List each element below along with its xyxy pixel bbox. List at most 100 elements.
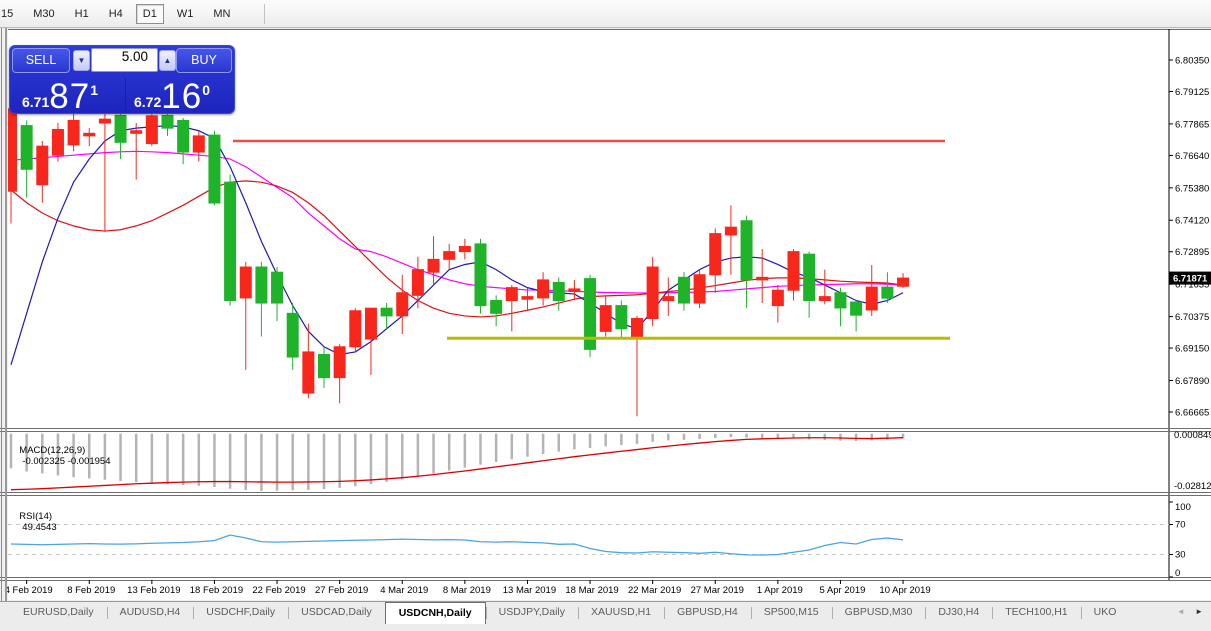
rsi-axis: 100 70 30 0 xyxy=(1169,501,1191,579)
chevron-down-icon: ▼ xyxy=(77,56,86,65)
candle-body xyxy=(724,226,737,236)
candle-body xyxy=(67,119,80,146)
macd-axis-label: -0.028124 xyxy=(1174,481,1211,492)
macd-axis-label: 0.000849 xyxy=(1174,430,1211,441)
current-price-box[interactable] xyxy=(1169,271,1211,285)
chart-tab-sp500-m15[interactable]: SP500,M15 xyxy=(750,602,832,624)
timeframe-button-h4[interactable]: H4 xyxy=(108,7,123,20)
date-axis-label: 18 Feb 2019 xyxy=(190,585,243,596)
date-axis-label: 22 Mar 2019 xyxy=(628,585,681,596)
date-axis[interactable]: 4 Feb 2019 8 Feb 2019 13 Feb 2019 18 Feb 20… xyxy=(5,580,931,596)
pane-splitter[interactable] xyxy=(0,495,1211,496)
window-frame-line xyxy=(1,28,2,631)
candle-body xyxy=(145,115,158,145)
date-axis-label: 8 Mar 2019 xyxy=(443,585,491,596)
pane-splitter[interactable] xyxy=(0,431,1211,432)
candle-body xyxy=(646,266,659,319)
chart-top-border xyxy=(8,29,1211,30)
pane-splitter[interactable] xyxy=(0,428,1211,429)
candle-body xyxy=(756,276,769,281)
price-axis-label: 6.67890 xyxy=(1175,376,1209,387)
candle-body xyxy=(818,296,831,301)
rsi-axis-label: 100 xyxy=(1175,502,1191,513)
price-axis-label: 6.69150 xyxy=(1175,344,1209,355)
candle-body xyxy=(709,233,722,276)
candle-body xyxy=(474,243,487,307)
timeframe-button-d1[interactable]: D1 xyxy=(135,3,164,24)
date-axis-label: 8 Feb 2019 xyxy=(67,585,115,596)
date-axis-label: 4 Mar 2019 xyxy=(380,585,428,596)
rsi-name: RSI(14) xyxy=(19,511,53,522)
chart-tab-audusd-h4[interactable]: AUDUSD,H4 xyxy=(106,602,194,624)
price-axis-label: 6.66665 xyxy=(1175,407,1209,418)
rsi-pane[interactable] xyxy=(8,524,1169,556)
bid-price[interactable]: 6.71 87 1 xyxy=(22,76,98,114)
candle-body xyxy=(380,307,393,317)
candle-body xyxy=(584,278,597,350)
timeframe-button-15[interactable]: 15 xyxy=(1,7,14,20)
price-pane[interactable] xyxy=(6,105,951,417)
rsi-axis-label: 0 xyxy=(1175,568,1180,579)
candle-body xyxy=(224,181,237,301)
price-axis-label: 6.79125 xyxy=(1175,87,1209,98)
candle-body xyxy=(333,346,346,379)
chart-tab-tech100-h1[interactable]: TECH100,H1 xyxy=(992,602,1080,624)
candle-body xyxy=(427,258,440,273)
macd-values: -0.002325 -0.001954 xyxy=(22,456,111,467)
candle-body xyxy=(271,271,284,304)
timeframe-button-h1[interactable]: H1 xyxy=(74,7,89,20)
chart-tab-usdcnh-daily[interactable]: USDCNH,Daily xyxy=(384,602,486,624)
pane-splitter[interactable] xyxy=(0,492,1211,493)
timeframe-toolbar: 15 M30 H1 H4 D1 W1 MN xyxy=(0,0,1211,28)
volume-increase-button[interactable]: ▲ xyxy=(159,50,176,71)
tab-scroll-right-icon[interactable]: ► xyxy=(1195,607,1207,616)
rsi-line xyxy=(10,534,904,556)
chart-tab-dj30-h4[interactable]: DJ30,H4 xyxy=(925,602,992,624)
chart-tab-uko[interactable]: UKO xyxy=(1080,602,1130,624)
pane-splitter[interactable] xyxy=(0,577,1211,578)
volume-input[interactable]: 5.00 xyxy=(91,48,158,72)
sell-button[interactable]: SELL xyxy=(12,48,70,73)
chart-tab-gbpusd-h4[interactable]: GBPUSD,H4 xyxy=(664,602,751,624)
ma-fast-line xyxy=(10,124,904,365)
symbol-tabs: EURUSD,Daily AUDUSD,H4 USDCHF,Daily USDCAD,… xyxy=(10,602,1129,624)
chart-tab-eurusd-daily[interactable]: EURUSD,Daily xyxy=(23,606,94,618)
chart-tab-gbpusd-m30[interactable]: GBPUSD,M30 xyxy=(831,602,926,624)
buy-button[interactable]: BUY xyxy=(176,48,232,73)
timeframe-button-m30[interactable]: M30 xyxy=(33,7,55,20)
candle-body xyxy=(677,276,690,304)
pane-splitter[interactable] xyxy=(0,580,1211,581)
chart-tab-xauusd-h1[interactable]: XAUUSD,H1 xyxy=(577,602,664,624)
price-axis-label: 6.74120 xyxy=(1175,216,1209,227)
date-axis-label: 1 Apr 2019 xyxy=(757,585,803,596)
candle-body xyxy=(51,128,64,156)
candle-body xyxy=(771,289,784,307)
ask-price[interactable]: 6.72 16 0 xyxy=(134,76,210,114)
candle-body xyxy=(255,266,268,304)
macd-signal-line xyxy=(10,437,904,491)
price-axis-label: 6.70375 xyxy=(1175,312,1209,323)
chart-tab-usdchf-daily[interactable]: USDCHF,Daily xyxy=(193,602,288,624)
timeframe-button-w1[interactable]: W1 xyxy=(176,7,194,20)
candle-body xyxy=(865,286,878,311)
bid-price-pip: 1 xyxy=(90,82,98,98)
date-axis-label: 10 Apr 2019 xyxy=(879,585,930,596)
macd-pane[interactable] xyxy=(9,433,905,491)
candle-body xyxy=(568,288,581,292)
price-axis-label: 6.80350 xyxy=(1175,56,1209,67)
tab-scroll-left-icon[interactable]: ◄ xyxy=(1176,607,1189,616)
timeframe-button-mn[interactable]: MN xyxy=(213,7,231,20)
candle-body xyxy=(834,292,847,309)
candle-body xyxy=(787,251,800,291)
candle-body xyxy=(631,317,643,337)
macd-label: MACD(12,26,9) -0.002325 -0.001954 xyxy=(14,434,111,467)
volume-decrease-button[interactable]: ▼ xyxy=(73,50,90,71)
ask-price-prefix: 6.72 xyxy=(134,94,162,110)
candles-group xyxy=(8,105,910,417)
rsi-value: 49.4543 xyxy=(22,522,57,533)
chart-tab-usdcad-daily[interactable]: USDCAD,Daily xyxy=(288,602,385,624)
candle-body xyxy=(396,292,409,317)
chart-tab-usdjpy-daily[interactable]: USDJPY,Daily xyxy=(485,602,578,624)
macd-name: MACD(12,26,9) xyxy=(19,445,86,456)
